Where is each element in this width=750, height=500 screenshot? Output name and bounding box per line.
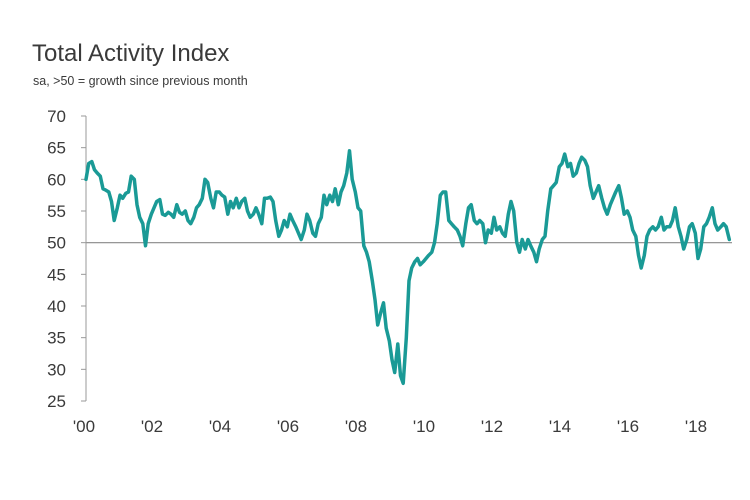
x-tick-label: '10	[413, 417, 435, 436]
x-tick-label: '16	[617, 417, 639, 436]
chart-title: Total Activity Index	[32, 40, 230, 67]
chart-subtitle: sa, >50 = growth since previous month	[33, 74, 248, 88]
x-tick-label: '14	[549, 417, 571, 436]
x-axis: '00 '02 '04 '06 '08 '10 '12 '14 '16 '18	[73, 417, 707, 436]
y-tick-label: 60	[47, 170, 66, 189]
y-tick-label: 50	[47, 234, 66, 253]
series-line	[84, 149, 732, 386]
y-tick-label: 25	[47, 392, 66, 411]
y-tick-label: 70	[47, 107, 66, 126]
x-tick-label: '04	[209, 417, 231, 436]
x-tick-label: '06	[277, 417, 299, 436]
y-tick-label: 35	[47, 329, 66, 348]
x-tick-label: '02	[141, 417, 163, 436]
y-tick-label: 65	[47, 139, 66, 158]
y-tick-label: 55	[47, 202, 66, 221]
y-tick-label: 30	[47, 360, 66, 379]
x-tick-label: '12	[481, 417, 503, 436]
y-tick-label: 45	[47, 265, 66, 284]
y-axis: 25 30 35 40 45 50 55 60 65 70	[47, 107, 86, 411]
x-tick-label: '08	[345, 417, 367, 436]
x-tick-label: '00	[73, 417, 95, 436]
x-tick-label: '18	[685, 417, 707, 436]
y-tick-label: 40	[47, 297, 66, 316]
